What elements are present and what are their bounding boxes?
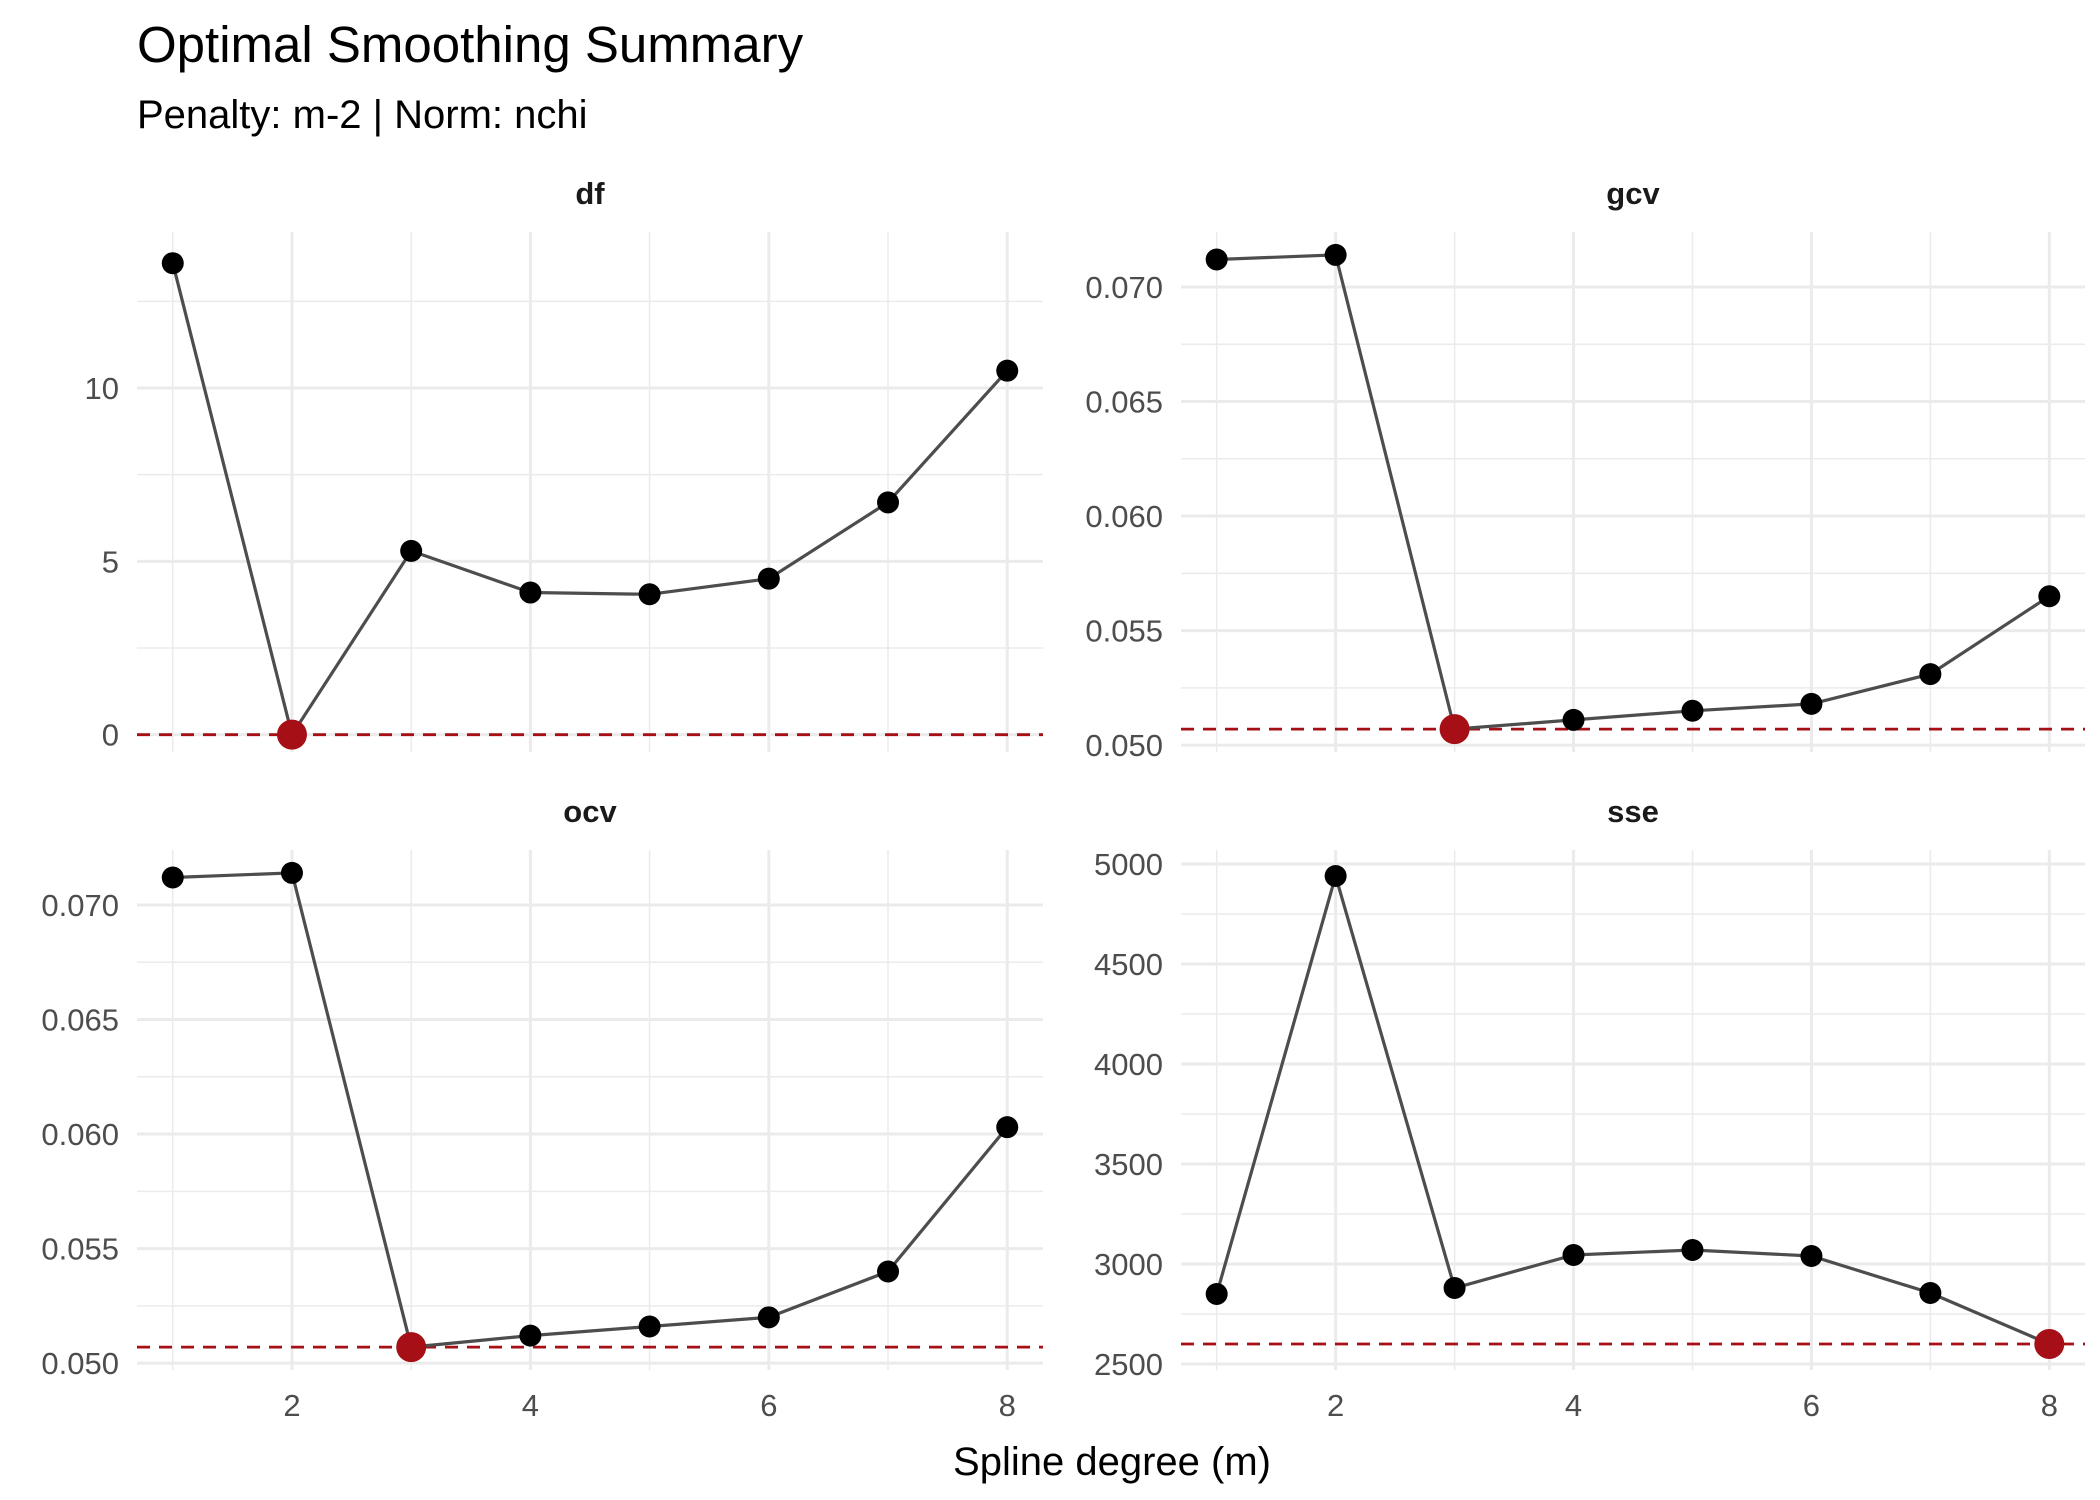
panel-ocv: ocv 0.050 0.055 0.060 0.065 0.070 2 4 6 8 <box>41 794 1043 1423</box>
y-tick-label: 0.050 <box>41 1346 119 1381</box>
data-point <box>280 861 303 884</box>
data-point <box>1919 1282 1942 1304</box>
data-point <box>1205 1283 1228 1305</box>
data-point <box>161 866 184 889</box>
data-point <box>1324 243 1347 266</box>
y-tick-label: 0.050 <box>1085 728 1163 763</box>
x-tick-label: 6 <box>760 1388 777 1423</box>
data-point <box>1205 248 1228 271</box>
facet-label-gcv: gcv <box>1606 176 1660 211</box>
x-tick-label: 4 <box>1565 1388 1582 1423</box>
facet-label-ocv: ocv <box>563 794 617 829</box>
data-point <box>638 583 661 606</box>
y-tick-label: 5000 <box>1094 847 1163 882</box>
x-tick-label: 2 <box>1327 1388 1344 1423</box>
data-point <box>996 1116 1019 1139</box>
data-point <box>877 1260 900 1283</box>
data-point <box>161 252 184 275</box>
y-tick-label: 2500 <box>1094 1347 1163 1382</box>
panel-df: df 0 5 10 <box>85 176 1043 753</box>
y-tick-label: 5 <box>102 544 119 579</box>
y-tick-label: 0.060 <box>41 1117 119 1152</box>
data-point <box>877 491 900 514</box>
y-tick-label: 0.070 <box>41 888 119 923</box>
data-point <box>1800 692 1823 715</box>
y-tick-label: 0.060 <box>1085 499 1163 534</box>
x-tick-label: 2 <box>283 1388 300 1423</box>
chart-subtitle: Penalty: m-2 | Norm: nchi <box>137 93 588 137</box>
optimum-point <box>1439 714 1470 745</box>
y-tick-label: 0.065 <box>1085 385 1163 420</box>
series-line-gcv <box>1216 253 2051 731</box>
x-tick-label: 8 <box>999 1388 1016 1423</box>
y-tick-label: 3500 <box>1094 1147 1163 1182</box>
chart-title: Optimal Smoothing Summary <box>137 16 804 73</box>
data-point <box>519 581 542 604</box>
data-point <box>2038 585 2061 608</box>
optimum-point <box>276 719 307 750</box>
series-line-sse <box>1215 870 2050 1346</box>
data-point <box>757 567 780 590</box>
facet-panels: df 0 5 10 gcv 0.050 0.055 0.060 0.065 0.070 ocv 0.0… <box>41 176 2085 1423</box>
data-point <box>400 539 423 562</box>
x-axis-label: Spline degree (m) <box>953 1440 1271 1484</box>
y-tick-label: 0.065 <box>41 1003 119 1038</box>
y-tick-label: 4500 <box>1094 947 1163 982</box>
x-tick-label: 4 <box>522 1388 539 1423</box>
optimum-point <box>2034 1329 2065 1359</box>
y-tick-label: 0.055 <box>1085 614 1163 649</box>
data-point <box>996 359 1019 382</box>
series-line-ocv <box>172 871 1009 1349</box>
y-tick-label: 10 <box>85 371 119 406</box>
data-point <box>519 1324 542 1347</box>
series-line-df <box>171 262 1009 739</box>
data-point <box>1681 699 1704 722</box>
data-point <box>638 1315 661 1338</box>
data-point <box>1681 1239 1704 1261</box>
facet-label-sse: sse <box>1607 794 1659 829</box>
y-tick-label: 4000 <box>1094 1047 1163 1082</box>
data-point <box>757 1306 780 1329</box>
data-point <box>1324 865 1347 887</box>
x-tick-label: 8 <box>2041 1388 2058 1423</box>
y-tick-label: 0 <box>102 718 119 753</box>
panel-sse: sse 2500 3000 3500 4000 4500 5000 2 4 6 8 <box>1094 794 2085 1423</box>
data-point <box>1562 708 1585 731</box>
data-point <box>1562 1244 1585 1266</box>
data-point <box>1443 1277 1466 1299</box>
y-tick-label: 0.070 <box>1085 270 1163 305</box>
facet-label-df: df <box>575 176 605 211</box>
x-tick-label: 6 <box>1803 1388 1820 1423</box>
optimum-point <box>396 1332 427 1363</box>
y-tick-label: 0.055 <box>41 1232 119 1267</box>
y-tick-label: 3000 <box>1094 1247 1163 1282</box>
data-point <box>1919 663 1942 686</box>
panel-gcv: gcv 0.050 0.055 0.060 0.065 0.070 <box>1085 176 2085 763</box>
data-point <box>1800 1245 1823 1267</box>
